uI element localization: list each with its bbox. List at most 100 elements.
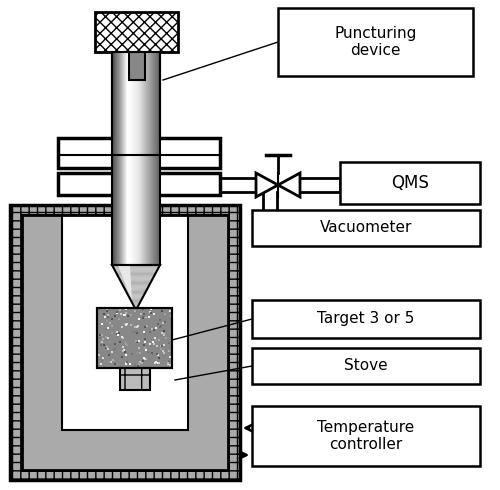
Bar xyxy=(136,365,138,367)
Bar xyxy=(156,359,158,361)
Bar xyxy=(124,314,126,316)
Bar xyxy=(108,337,110,339)
Bar xyxy=(169,364,171,366)
Bar xyxy=(146,307,148,309)
Bar xyxy=(138,52,139,265)
Polygon shape xyxy=(278,173,300,197)
Bar xyxy=(143,52,144,265)
Bar xyxy=(252,300,480,338)
Bar xyxy=(126,52,127,265)
Bar xyxy=(159,326,161,328)
Bar xyxy=(163,333,165,336)
Bar xyxy=(152,354,154,356)
Bar xyxy=(134,341,136,343)
Bar xyxy=(117,52,118,265)
Bar xyxy=(112,310,114,312)
Bar xyxy=(126,323,128,325)
Bar xyxy=(142,317,144,319)
Bar xyxy=(132,52,133,265)
Bar xyxy=(157,52,158,265)
Bar xyxy=(106,310,108,312)
Bar xyxy=(149,311,151,313)
Bar xyxy=(122,346,124,348)
Bar xyxy=(153,343,155,345)
Bar xyxy=(120,368,150,390)
Bar xyxy=(138,361,140,363)
Bar xyxy=(126,343,128,345)
Bar xyxy=(142,316,144,318)
Bar xyxy=(137,52,138,265)
Bar xyxy=(132,352,134,355)
Bar xyxy=(154,362,156,364)
Bar xyxy=(126,354,128,356)
Bar xyxy=(106,309,108,311)
Bar xyxy=(141,362,143,364)
Bar xyxy=(100,355,102,357)
Bar xyxy=(122,350,124,352)
Bar xyxy=(148,52,149,265)
Bar xyxy=(122,356,124,358)
Bar xyxy=(147,351,149,353)
Bar xyxy=(136,331,138,333)
Bar xyxy=(118,318,120,320)
Polygon shape xyxy=(124,289,148,290)
Bar xyxy=(137,325,139,327)
Polygon shape xyxy=(118,277,154,278)
Polygon shape xyxy=(134,307,138,308)
Bar xyxy=(166,362,168,365)
Bar xyxy=(128,52,144,80)
Polygon shape xyxy=(135,308,137,309)
Bar xyxy=(110,361,112,363)
Bar xyxy=(123,52,124,265)
Bar xyxy=(146,325,148,327)
Polygon shape xyxy=(112,265,160,266)
Bar xyxy=(150,52,151,265)
Polygon shape xyxy=(128,294,144,295)
Bar xyxy=(142,361,144,363)
Bar xyxy=(22,215,228,470)
Bar xyxy=(106,315,108,318)
Bar xyxy=(22,215,62,470)
Bar xyxy=(136,326,138,328)
Bar xyxy=(138,363,140,365)
Bar xyxy=(97,308,172,368)
Bar xyxy=(163,352,165,354)
Bar xyxy=(130,363,132,365)
Polygon shape xyxy=(116,273,156,274)
Bar xyxy=(116,364,118,366)
Polygon shape xyxy=(116,272,156,273)
Text: Vacuometer: Vacuometer xyxy=(320,220,412,236)
Bar xyxy=(136,52,137,265)
Polygon shape xyxy=(112,266,160,267)
Polygon shape xyxy=(125,290,147,291)
Bar xyxy=(110,332,112,334)
Bar xyxy=(112,359,114,361)
Bar xyxy=(110,318,112,320)
Bar xyxy=(124,52,125,265)
Bar xyxy=(126,344,128,346)
Bar xyxy=(134,326,136,328)
Bar xyxy=(160,324,162,326)
Bar xyxy=(130,314,132,316)
Bar xyxy=(145,52,146,265)
Text: Target 3 or 5: Target 3 or 5 xyxy=(318,312,414,326)
Bar xyxy=(161,310,163,312)
Bar xyxy=(111,350,113,352)
Bar xyxy=(124,364,126,366)
Bar xyxy=(151,52,152,265)
Bar xyxy=(134,364,136,366)
Bar xyxy=(158,362,160,364)
Bar xyxy=(10,205,240,480)
Bar xyxy=(120,313,122,315)
Bar xyxy=(116,313,117,315)
Bar xyxy=(119,52,120,265)
Bar xyxy=(100,334,102,336)
Polygon shape xyxy=(126,292,146,293)
Bar xyxy=(116,52,117,265)
Polygon shape xyxy=(118,275,154,276)
Bar xyxy=(144,326,146,328)
Bar xyxy=(134,310,136,312)
Bar xyxy=(156,344,158,347)
Bar xyxy=(101,341,103,343)
Bar xyxy=(151,328,153,330)
